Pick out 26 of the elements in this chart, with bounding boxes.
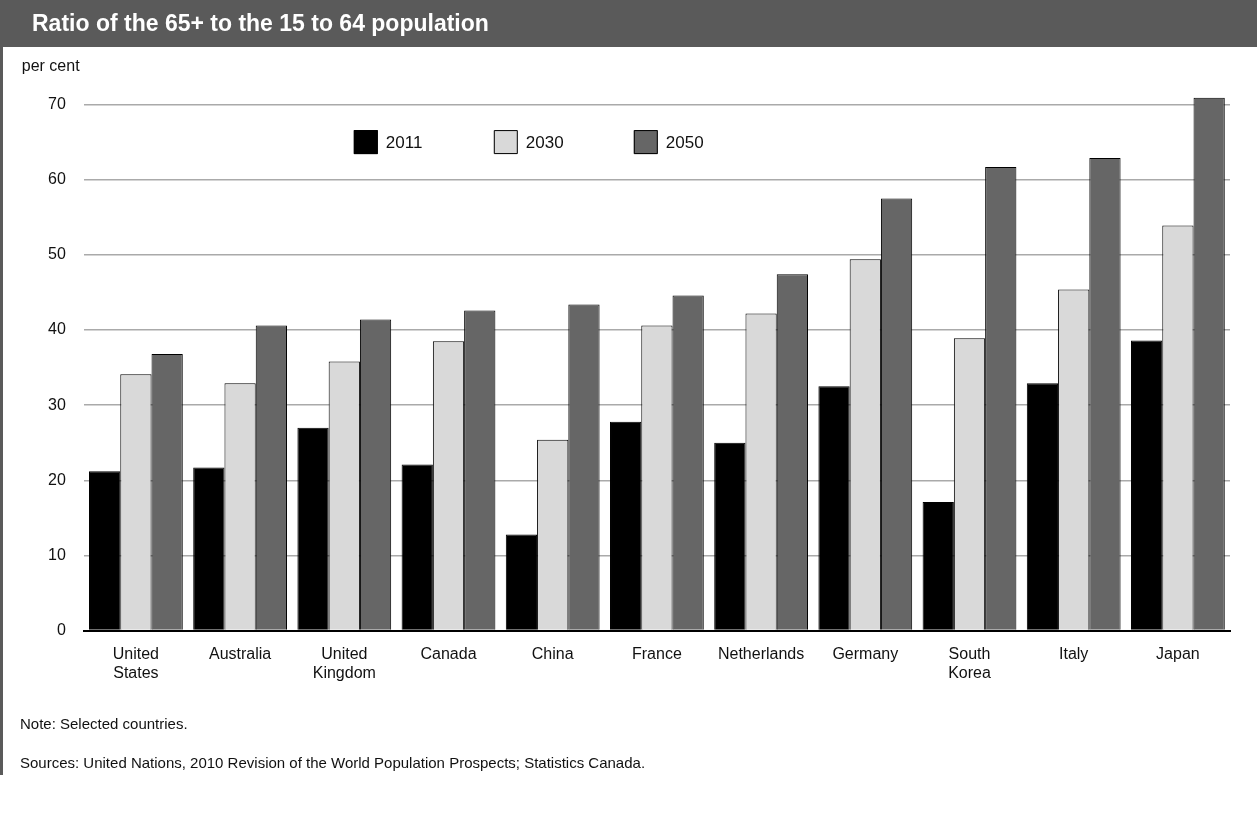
chart-title: Ratio of the 65+ to the 15 to 64 population: [0, 0, 1257, 47]
y-tick-label: 0: [56, 621, 66, 639]
x-tick-label: Germany: [832, 644, 899, 662]
y-tick-label: 70: [48, 94, 66, 112]
y-tick-label: 30: [48, 395, 66, 413]
x-tick-label: Australia: [208, 644, 272, 662]
x-tick-label: Italy: [1059, 644, 1089, 662]
x-tick-label: Netherlands: [717, 644, 805, 662]
x-tick-label: Canada: [420, 644, 477, 662]
y-tick-label: 10: [48, 545, 66, 563]
text: Note: Selected countries.: [20, 715, 189, 734]
legend-label: 2050: [665, 132, 704, 152]
source-note: Sources: United Nations, 2010 Revision of the World Population Prospects; Statistics Canada.: [20, 754, 647, 773]
x-tick-label: United States: [112, 644, 160, 681]
y-axis-title: per cent: [21, 57, 81, 75]
x-tick-label: South Korea: [948, 644, 991, 681]
legend-label: 2011: [385, 132, 423, 152]
x-tick-label: France: [632, 644, 682, 662]
legend-label: 2030: [525, 132, 564, 152]
y-tick-label: 40: [48, 320, 66, 338]
x-tick-label: United Kingdom: [312, 644, 376, 681]
y-tick-label: 60: [48, 170, 66, 188]
y-tick-label: 20: [48, 470, 66, 488]
y-tick-label: 50: [48, 245, 66, 263]
x-tick-label: Japan: [1156, 644, 1200, 662]
x-tick-label: China: [531, 644, 574, 662]
